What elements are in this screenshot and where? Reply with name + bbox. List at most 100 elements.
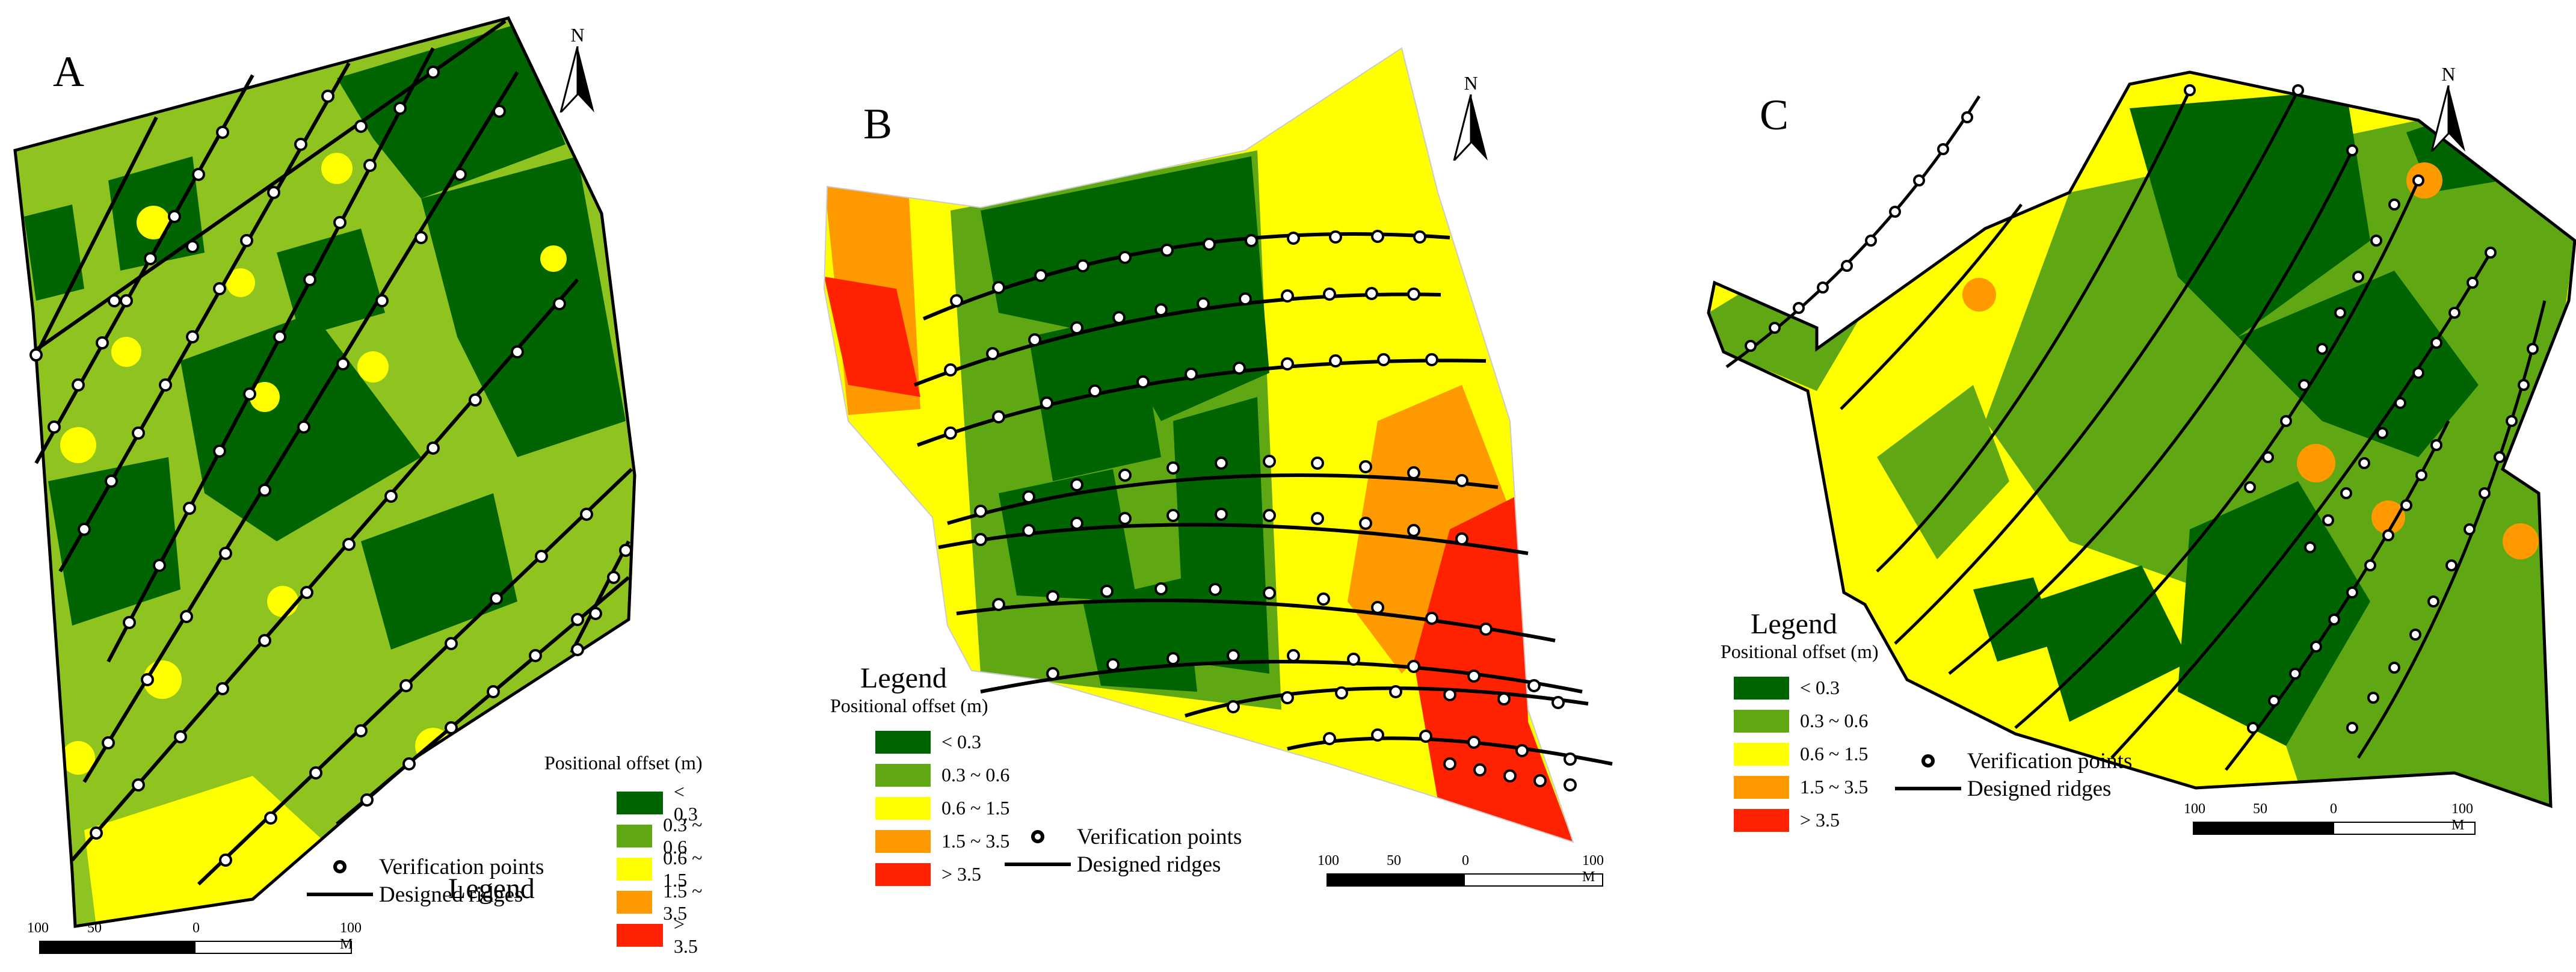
verification-label: Verification points [379,854,544,879]
legend-c: Legend Positional offset (m) < 0.3 0.3 ~… [1721,608,1879,837]
scale-label: 100 [27,920,49,936]
ridge-line-icon [1895,787,1961,790]
verification-label: Verification points [1077,824,1242,849]
verification-point-icon [1031,830,1044,843]
verification-label: Verification points [1967,748,2133,774]
scale-label: 0 [2330,801,2337,817]
legend-label: 0.6 ~ 1.5 [1800,743,1869,764]
scalebar-a: 100 50 0 100 M [27,920,362,954]
verification-legend: Verification points [1895,747,2132,775]
ridge-line-icon [307,893,373,896]
legend-label: 0.3 ~ 0.6 [663,813,703,858]
legend-row: 0.3 ~ 0.6 [875,758,1009,792]
scale-label: 100 [2184,801,2205,817]
scalebar-b: 100 50 0 100 M [1317,853,1604,887]
scale-label: 0 [193,920,200,936]
legend-label: > 3.5 [673,912,698,957]
verification-point-icon [333,860,347,873]
legend-subtitle: Positional offset (m) [1721,641,1879,662]
legend-label: < 0.3 [1800,677,1840,698]
scale-label: 100 M [340,920,362,952]
panel-c-label: C [1760,91,1789,139]
legend-subtitle: Positional offset (m) [544,752,703,774]
legend-row: > 3.5 [875,858,1009,891]
legend-label: 0.6 ~ 1.5 [663,846,703,891]
scale-label: 50 [87,920,102,936]
legend-row: 1.5 ~ 3.5 [1734,771,1879,804]
legend-row: 0.3 ~ 0.6 [617,814,707,858]
scale-label: 100 M [1582,853,1604,885]
legend-title: Legend [448,873,535,905]
panel-c-map [1707,70,2576,808]
legend-label: > 3.5 [941,863,982,885]
legend-b: Legend Positional offset (m) < 0.3 0.3 ~… [830,662,1009,891]
scale-label: 0 [1462,853,1469,869]
ridge-line-icon [1005,863,1071,866]
panel-b: B N Legend Positional offset (m) < 0.3 0… [800,0,1690,972]
legend-row: 1.5 ~ 3.5 [617,880,707,924]
legend-label: 0.6 ~ 1.5 [941,797,1010,819]
verification-points [944,230,1577,792]
field-boundary [823,47,1574,843]
offset-zones-very-high [824,277,1573,842]
verification-point-icon [1921,754,1935,767]
legend-label: 1.5 ~ 3.5 [1800,776,1869,798]
north-arrow-icon [2430,85,2465,153]
designed-ridges [913,232,1613,766]
ridge-legend: Designed ridges [1895,775,2132,802]
legend-row: 1.5 ~ 3.5 [875,825,1009,858]
legend-row: 0.3 ~ 0.6 [1734,704,1879,737]
legend-title: Legend [1751,608,1837,640]
scalebar-c: 100 50 0 100 M [2184,801,2476,835]
legend-title: Legend [860,662,947,694]
panel-b-map [823,47,1613,843]
scale-label: 50 [1387,853,1401,869]
legend-row: > 3.5 [617,913,707,957]
legend-label: 1.5 ~ 3.5 [941,830,1010,852]
north-arrow-c: N [2427,63,2470,155]
verification-legend: Verification points [1005,823,1242,850]
legend-label: > 3.5 [1800,809,1840,831]
verification-points [1745,84,2539,734]
verification-legend: Verification points [307,853,544,881]
north-label: N [1464,72,1478,94]
scale-label: 100 [1317,853,1339,869]
panel-c: C N Legend Positional offset (m) < 0.3 0… [1696,0,2576,972]
scale-label: 50 [2253,801,2267,817]
scale-label: 100 M [2451,801,2473,833]
panel-a-map [13,16,636,928]
north-label: N [570,24,585,46]
symbol-legend-b: Verification points Designed ridges [1005,823,1242,878]
legend-label: < 0.3 [941,731,982,752]
symbol-legend-c: Verification points Designed ridges [1895,747,2132,802]
legend-row: < 0.3 [875,725,1009,758]
legend-label: 1.5 ~ 3.5 [663,879,703,924]
ridge-legend: Designed ridges [307,881,544,908]
ridges-label: Designed ridges [1077,852,1221,877]
legend-label: 0.3 ~ 0.6 [941,764,1010,786]
north-arrow-icon [1453,94,1488,162]
symbol-legend-a: Verification points Designed ridges [307,853,544,908]
ridges-label: Designed ridges [379,882,523,907]
north-arrow-icon [559,46,594,114]
legend-row: < 0.3 [1734,671,1879,704]
field-boundary [1707,70,2576,808]
north-arrow-b: N [1450,72,1492,164]
panel-a-label: A [53,48,84,96]
legend-subtitle: Positional offset (m) [830,695,988,716]
verification-points [29,66,632,867]
panel-b-label: B [863,100,893,148]
legend-row: 0.6 ~ 1.5 [875,792,1009,825]
panel-a: A N Positional offset (m) Legend < 0.3 0… [0,0,703,972]
ridge-legend: Designed ridges [1005,850,1242,878]
legend-a: Positional offset (m) Legend < 0.3 0.3 ~… [448,752,707,957]
north-arrow-a: N [556,24,599,115]
legend-row: > 3.5 [1734,804,1879,837]
legend-label: < 0.3 [673,780,698,825]
legend-row: 0.6 ~ 1.5 [617,847,707,891]
legend-row: 0.6 ~ 1.5 [1734,737,1879,771]
legend-label: 0.3 ~ 0.6 [1800,710,1869,731]
north-label: N [2441,63,2456,85]
legend-row: < 0.3 [617,781,707,825]
ridges-label: Designed ridges [1967,776,2112,801]
